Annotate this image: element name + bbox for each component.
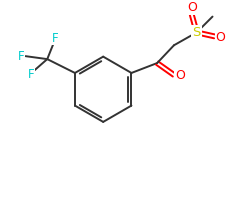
Text: S: S xyxy=(192,26,201,39)
Text: F: F xyxy=(52,32,59,45)
Text: F: F xyxy=(28,68,35,81)
Text: O: O xyxy=(187,1,197,14)
Text: O: O xyxy=(175,69,185,82)
Text: F: F xyxy=(18,50,25,63)
Text: O: O xyxy=(216,31,225,44)
